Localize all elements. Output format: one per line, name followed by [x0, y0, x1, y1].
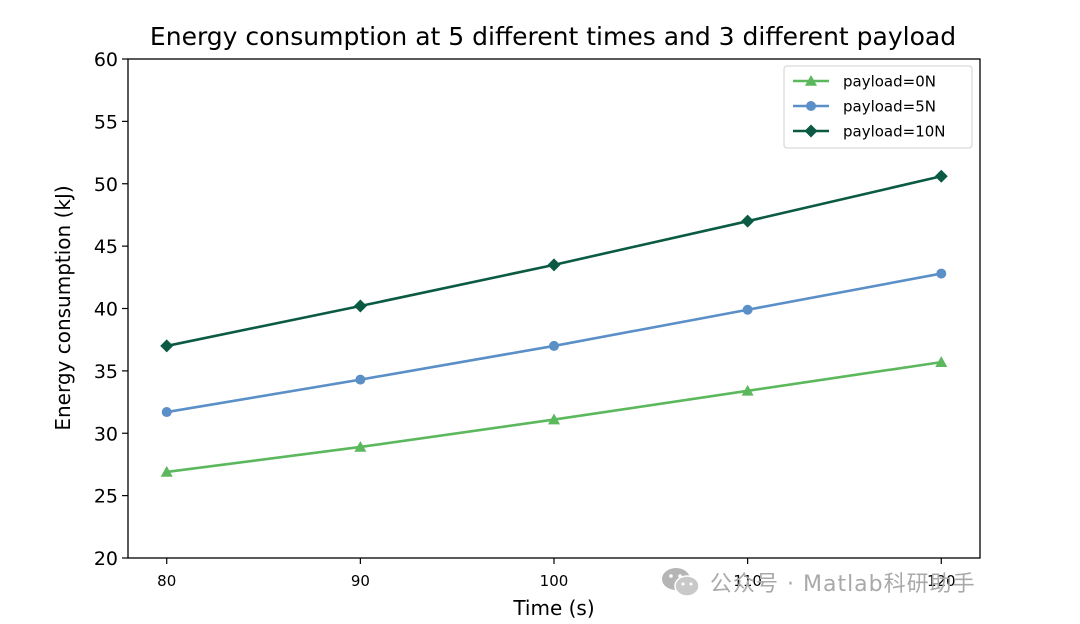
data-point — [741, 384, 754, 396]
legend-marker — [806, 101, 816, 111]
data-point — [549, 340, 559, 351]
chart-title: Energy consumption at 5 different times … — [150, 22, 956, 51]
data-point — [160, 339, 174, 353]
data-point — [353, 299, 367, 313]
series-layer — [160, 169, 948, 477]
data-point — [355, 374, 366, 385]
data-point — [160, 465, 173, 477]
x-tick-label: 90 — [351, 572, 370, 590]
legend-label: payload=0N — [843, 73, 936, 91]
series-payload-10n — [160, 169, 948, 353]
data-point — [741, 214, 755, 228]
legend-marker — [804, 124, 818, 138]
x-tick-label: 110 — [733, 572, 762, 590]
series-payload-5n — [161, 268, 947, 418]
y-tick-label: 60 — [94, 49, 118, 71]
wechat-icon — [662, 568, 700, 597]
data-point — [548, 413, 560, 425]
data-point — [161, 407, 172, 418]
legend-label: payload=10N — [843, 123, 946, 141]
y-tick-label: 40 — [94, 299, 118, 321]
data-point — [936, 268, 947, 279]
y-axis-label: Energy consumption (kJ) — [51, 185, 75, 430]
y-tick-label: 50 — [94, 174, 118, 196]
x-axis-label: Time (s) — [512, 596, 594, 620]
y-tick-label: 25 — [94, 486, 118, 508]
series-payload-0n — [160, 356, 948, 477]
data-point — [935, 356, 948, 367]
legend-marker — [805, 75, 817, 86]
data-point — [354, 440, 367, 452]
data-point — [547, 258, 561, 272]
legend-label: payload=5N — [843, 98, 936, 116]
x-tick-label: 120 — [927, 572, 956, 590]
y-tick-label: 45 — [94, 236, 118, 258]
y-tick-label: 35 — [94, 361, 118, 383]
y-tick-label: 55 — [94, 111, 118, 133]
x-axis: 80 90 100 110 120 — [157, 558, 956, 590]
data-point — [742, 304, 753, 315]
y-tick-label: 20 — [94, 548, 118, 570]
y-tick-label: 30 — [94, 423, 118, 445]
watermark-text: 公众号 · Matlab科研助手 — [710, 572, 976, 597]
y-axis: 20 25 30 35 40 45 50 55 60 — [94, 49, 128, 570]
x-tick-label: 100 — [540, 572, 569, 590]
legend-box — [783, 65, 973, 149]
x-tick-label: 80 — [157, 572, 176, 590]
legend: payload=0N payload=5N payload=10N — [783, 65, 973, 149]
data-point — [934, 169, 948, 183]
watermark: 公众号 · Matlab科研助手 — [660, 562, 976, 602]
